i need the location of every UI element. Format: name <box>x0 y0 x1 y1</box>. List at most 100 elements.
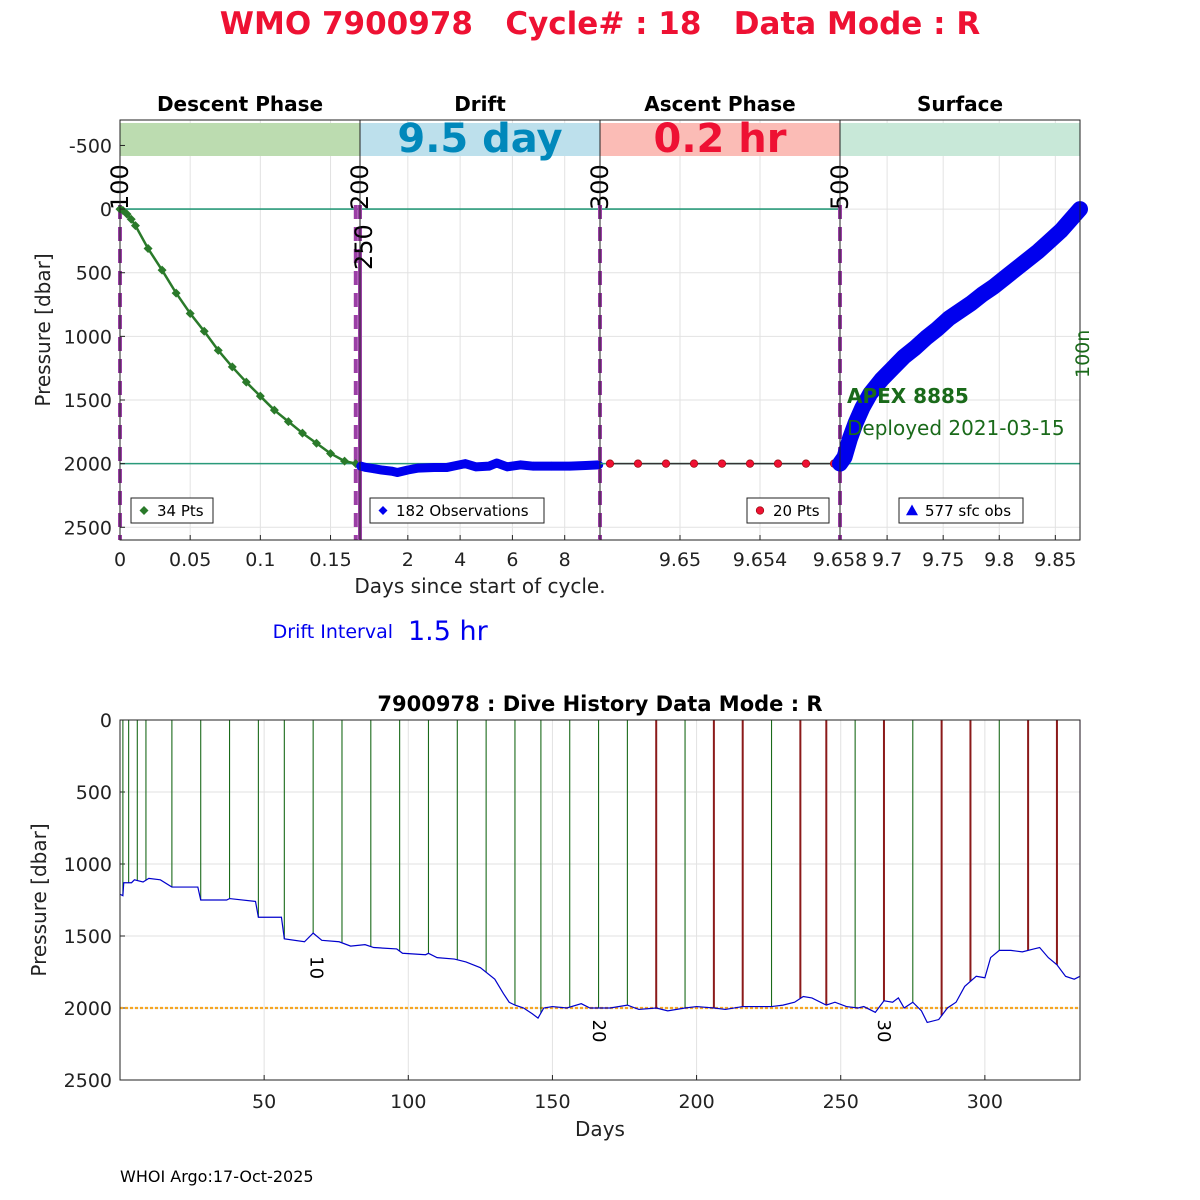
profile-x-tick-label: 8 <box>559 549 571 571</box>
history-x-tick-label: 50 <box>252 1091 276 1113</box>
history-x-tick-label: 250 <box>823 1091 859 1113</box>
profile-data-point <box>185 308 195 318</box>
history-y-axis-label: Pressure [dbar] <box>27 823 51 976</box>
profile-data-point <box>773 459 783 468</box>
drift-interval-label: Drift Interval <box>273 621 393 643</box>
profile-data-point <box>143 244 153 254</box>
profile-data-point <box>838 451 851 463</box>
profile-data-point <box>1062 215 1075 227</box>
history-y-tick-label: 2000 <box>64 998 112 1020</box>
phase-duration-label: 9.5 day <box>397 116 562 162</box>
phase-band-1 <box>360 123 600 156</box>
legend-label: 34 Pts <box>157 502 204 520</box>
profile-y-tick-label: 1000 <box>64 326 112 348</box>
profile-data-point <box>340 456 350 466</box>
profile-x-tick-label: 0.15 <box>309 549 351 571</box>
legend-label: 577 sfc obs <box>925 502 1011 520</box>
history-x-tick-label: 100 <box>390 1091 426 1113</box>
profile-x-tick-label: 6 <box>506 549 518 571</box>
profile-data-point <box>130 221 140 231</box>
profile-data-point <box>492 458 502 468</box>
profile-y-tick-label: -500 <box>69 135 112 157</box>
profile-data-point <box>484 461 494 471</box>
profile-data-point <box>965 297 978 309</box>
profile-data-point <box>717 459 727 468</box>
phase-panel-border <box>119 119 361 541</box>
profile-chart: -500 0 500 1000 1500 2000 2500 Descent Phase 0 0.… <box>31 92 1094 598</box>
profile-data-point <box>1010 262 1023 274</box>
profile-data-point <box>377 465 387 475</box>
profile-data-point <box>241 377 251 387</box>
profile-data-point <box>122 209 132 219</box>
profile-data-point <box>369 464 379 474</box>
float-deployed-label: Deployed 2021-03-15 <box>847 416 1065 440</box>
profile-data-point <box>745 459 755 468</box>
footer-credit: WHOI Argo:17-Oct-2025 <box>120 1167 314 1186</box>
phase-panel-border <box>359 119 601 541</box>
profile-y-axis-label: Pressure [dbar] <box>31 253 55 406</box>
phase-band-0 <box>120 123 360 156</box>
history-trace-line <box>119 877 1081 1024</box>
profile-data-point <box>297 428 307 438</box>
phase-title: Drift <box>454 92 506 116</box>
profile-data-point <box>547 461 557 471</box>
profile-data-point <box>864 387 877 399</box>
profile-x-tick-label: 0.1 <box>245 549 275 571</box>
profile-data-point <box>326 448 336 458</box>
profile-data-point <box>844 432 857 443</box>
history-x-tick-label: 150 <box>534 1091 570 1113</box>
profile-data-point <box>361 462 371 472</box>
profile-data-point <box>920 331 933 343</box>
profile-y-tick-label: 0 <box>100 199 112 221</box>
cycle-number-label: 10 <box>305 956 326 979</box>
profile-data-point <box>515 460 525 470</box>
side-label: 100n <box>1072 330 1094 378</box>
profile-data-point <box>886 362 899 373</box>
profile-data-point <box>849 416 862 428</box>
profile-data-point <box>269 405 279 415</box>
profile-data-point <box>954 304 966 316</box>
profile-x-tick-label: 9.75 <box>922 549 964 571</box>
history-x-tick-label: 300 <box>967 1091 1003 1113</box>
phase-legend-0: 34 Pts <box>130 497 214 524</box>
profile-data-point <box>528 461 538 471</box>
profile-x-tick-label: 9.8 <box>984 549 1014 571</box>
profile-data-point <box>126 214 136 224</box>
drift-interval-readout: Drift Interval 1.5 hr <box>273 616 489 647</box>
phase-band-2 <box>600 123 840 156</box>
legend-marker <box>755 506 765 515</box>
profile-data-point <box>311 438 321 448</box>
profile-data-point <box>875 373 888 385</box>
profile-data-point <box>581 461 591 471</box>
cycle-number-label: 30 <box>873 1020 894 1043</box>
profile-x-tick-label: 4 <box>454 549 466 571</box>
profile-data-point <box>594 460 604 470</box>
profile-x-tick-label: 9.658 <box>813 549 867 571</box>
profile-x-tick-label: 9.7 <box>872 549 902 571</box>
profile-data-point <box>1043 234 1056 246</box>
phase-duration-label: 0.2 hr <box>654 116 787 162</box>
profile-data-point <box>689 459 699 468</box>
profile-data-point <box>502 462 512 472</box>
history-y-tick-label: 2500 <box>64 1070 112 1092</box>
profile-data-point <box>392 468 402 478</box>
profile-data-point <box>403 465 413 475</box>
legend-marker <box>378 506 388 515</box>
profile-y-tick-label: 2500 <box>64 517 112 539</box>
profile-data-point <box>255 391 265 401</box>
legend-box <box>898 497 1024 524</box>
phase-title: Ascent Phase <box>644 92 795 116</box>
profile-data-point <box>283 417 293 427</box>
profile-data-point <box>661 459 671 468</box>
profile-data-point <box>633 459 643 468</box>
cycle-number-label: 20 <box>588 1020 609 1043</box>
profile-data-point <box>856 401 869 413</box>
dive-history-chart: 50 100 150 200 250 300 0 500 1000 1500 2000 2500 10 2… <box>27 692 1081 1141</box>
profile-x-tick-label: 9.65 <box>659 549 701 571</box>
history-x-tick-label: 200 <box>678 1091 714 1113</box>
profile-y-tick-label: 500 <box>76 263 112 285</box>
